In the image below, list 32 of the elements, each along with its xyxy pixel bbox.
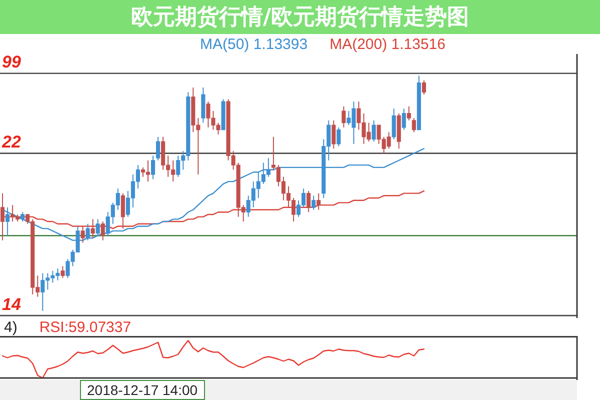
chart-title: 欧元期货行情/欧元期货行情走势图: [0, 0, 600, 34]
text: 4): [4, 318, 18, 336]
annotation: 22: [1, 132, 22, 152]
candlestick: [392, 108, 396, 140]
candlestick: [422, 80, 426, 96]
candlestick: [372, 120, 376, 142]
candlestick: [402, 108, 406, 130]
candlestick: [100, 221, 105, 241]
candlestick: [20, 212, 25, 222]
candlestick: [0, 192, 5, 241]
candlestick: [312, 195, 316, 210]
candlestick: [412, 118, 416, 133]
text: MA(200) 1.13516: [330, 36, 446, 52]
candlestick: [80, 226, 85, 244]
candlestick: [5, 206, 10, 236]
candlestick: [306, 190, 311, 213]
candlestick: [96, 218, 100, 236]
candlestick: [342, 106, 346, 128]
candlestick: [406, 106, 411, 121]
candlestick: [316, 192, 321, 210]
series-label: RSI:59.07337: [39, 318, 132, 336]
candlestick: [90, 218, 95, 238]
candlestick: [60, 266, 65, 278]
text: 2018-12-17 14:00: [80, 380, 205, 400]
candlestick: [156, 136, 160, 161]
annotation: 99: [2, 52, 22, 72]
candlestick: [336, 126, 341, 147]
text: MA(50) 1.13393: [200, 36, 308, 52]
candlestick: [332, 120, 336, 150]
annotation: 14: [2, 294, 22, 314]
candlestick: [120, 192, 125, 230]
candlestick: [151, 155, 156, 180]
